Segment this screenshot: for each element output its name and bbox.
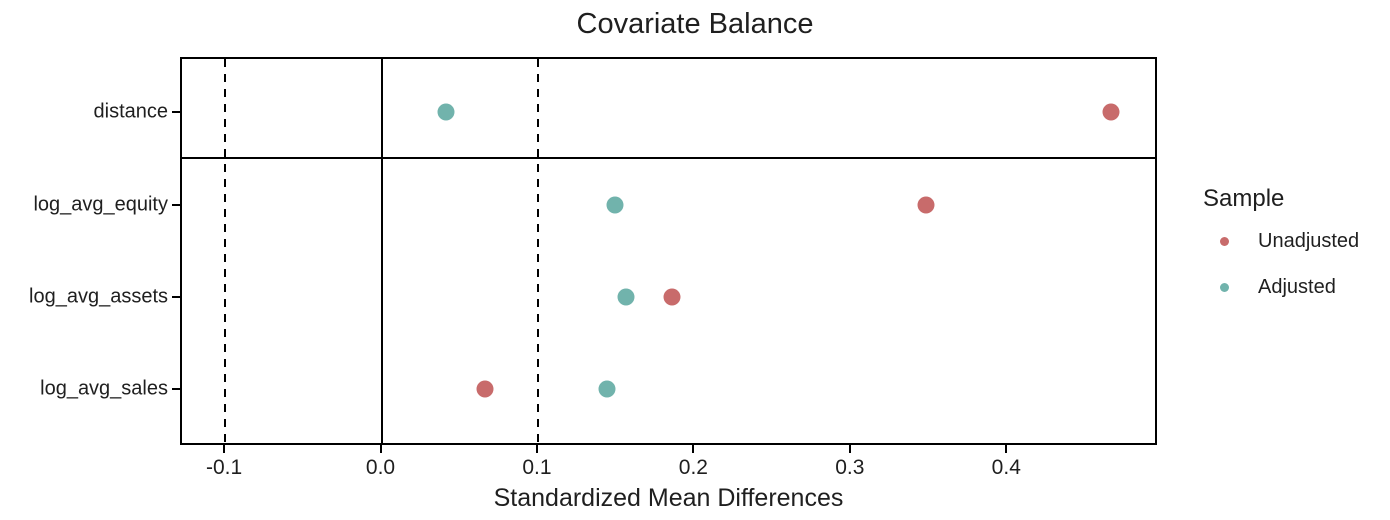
data-point-unadjusted-distance <box>1102 103 1120 121</box>
y-tick-mark <box>172 111 180 114</box>
data-point-adjusted-log_avg_assets <box>617 288 635 306</box>
threshold-line-dashed <box>536 59 539 443</box>
x-axis-tick-label: 0.3 <box>835 456 865 479</box>
y-axis-label-log_avg_equity: log_avg_equity <box>33 193 168 216</box>
legend-item-adjusted: Adjusted <box>1203 275 1383 298</box>
chart-title: Covariate Balance <box>576 8 814 40</box>
threshold-line-dashed <box>224 59 227 443</box>
data-point-adjusted-distance <box>437 103 455 121</box>
x-tick-mark <box>1005 445 1008 453</box>
plot-panel <box>180 57 1157 445</box>
adjusted-dot-icon <box>1220 282 1229 292</box>
x-tick-mark <box>223 445 226 453</box>
y-axis-label-log_avg_sales: log_avg_sales <box>40 377 168 400</box>
x-axis-tick-label: 0.4 <box>991 456 1021 479</box>
legend-title: Sample <box>1203 185 1285 212</box>
legend-item-unadjusted: Unadjusted <box>1203 229 1383 252</box>
data-point-unadjusted-log_avg_assets <box>663 288 681 306</box>
unadjusted-dot-icon <box>1220 236 1229 246</box>
legend-label-unadjusted: Unadjusted <box>1258 229 1360 252</box>
x-axis-tick-label: 0.1 <box>522 456 552 479</box>
y-tick-mark <box>172 296 180 298</box>
x-axis-tick-label: -0.1 <box>205 456 243 479</box>
y-axis-label-log_avg_assets: log_avg_assets <box>29 285 168 308</box>
zero-line <box>380 59 383 443</box>
x-tick-mark <box>848 445 851 453</box>
data-point-adjusted-log_avg_equity <box>606 196 624 214</box>
y-axis-label-distance: distance <box>93 100 169 123</box>
data-point-adjusted-log_avg_sales <box>598 380 616 398</box>
y-tick-mark <box>172 203 180 206</box>
data-point-unadjusted-log_avg_equity <box>917 196 935 214</box>
x-axis-tick-label: 0.0 <box>365 456 396 479</box>
x-axis-tick-label: 0.2 <box>678 456 708 479</box>
legend: Sample Unadjusted Adjusted <box>1203 185 1383 323</box>
x-tick-mark <box>692 445 695 453</box>
y-tick-mark <box>172 388 180 391</box>
legend-label-adjusted: Adjusted <box>1258 275 1336 298</box>
distance-separator-line <box>180 157 1157 160</box>
data-point-unadjusted-log_avg_sales <box>476 380 494 398</box>
x-tick-mark <box>379 445 382 453</box>
x-tick-mark <box>535 445 538 453</box>
x-axis-title: Standardized Mean Differences <box>493 484 844 512</box>
